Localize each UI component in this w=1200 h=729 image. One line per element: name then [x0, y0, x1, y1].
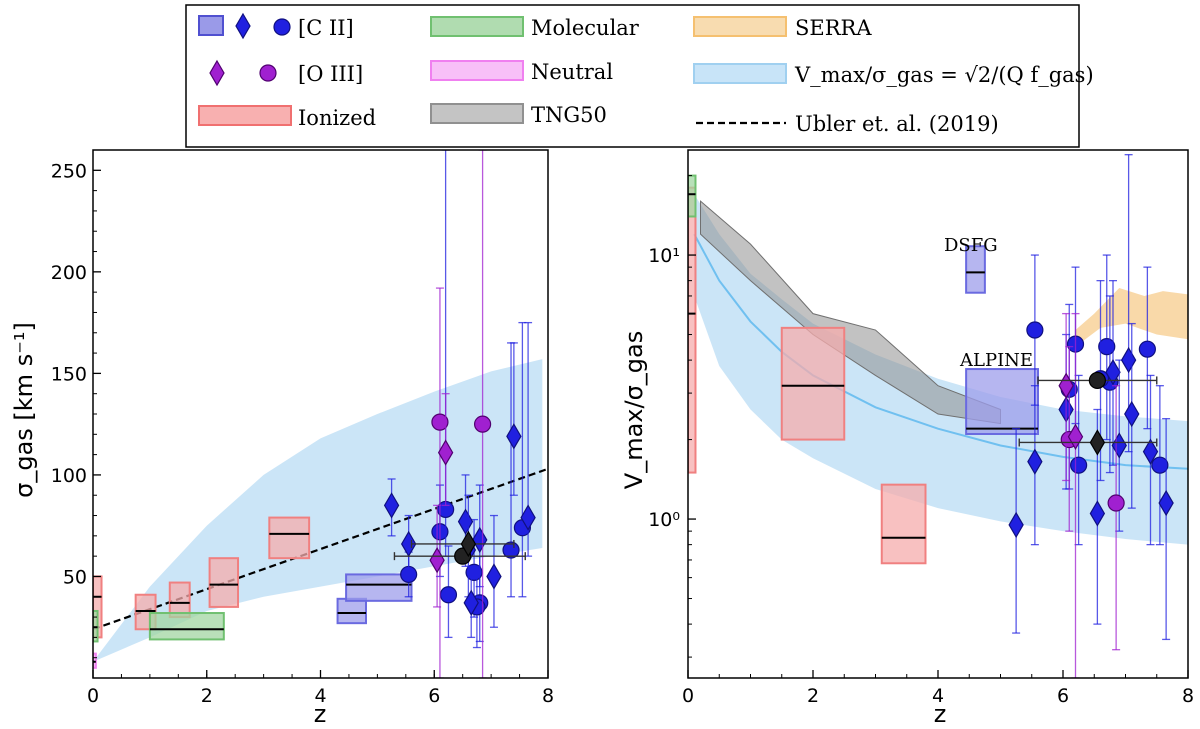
legend-oiii-label: [O III] — [298, 62, 363, 86]
right-panel: 0 2 4 6 8 10⁰ 10¹ — [648, 149, 1194, 707]
legend-frame — [185, 4, 1080, 148]
cii-point — [463, 589, 479, 617]
cii-point — [506, 423, 522, 450]
ionized-box — [880, 483, 927, 565]
cii-point — [1026, 321, 1044, 339]
cii-point — [1138, 340, 1156, 358]
x-tick-label: 8 — [1182, 685, 1194, 707]
legend-oiii-diamond — [209, 59, 225, 87]
cii-point — [1142, 438, 1159, 465]
y-tick-label: 50 — [63, 566, 87, 588]
legend-serra-label: SERRA — [795, 16, 872, 40]
cii-box — [965, 245, 986, 294]
legend-oiii-circle — [259, 64, 277, 82]
legend-neutral-swatch — [430, 60, 524, 81]
legend-molecular-label: Molecular — [531, 16, 640, 40]
x-tick-label: 6 — [428, 685, 440, 707]
legend-cii-label: [C II] — [298, 16, 354, 40]
cii-point — [1098, 338, 1116, 356]
plot-area — [688, 154, 1188, 678]
x-tick-label: 2 — [807, 685, 819, 707]
legend-model-swatch — [693, 63, 787, 84]
model-band — [93, 359, 543, 662]
y-tick-label: 200 — [51, 262, 87, 284]
y-tick-label: 10⁰ — [648, 509, 680, 531]
molecular-box — [688, 174, 697, 218]
ionized-box — [168, 581, 191, 619]
serra-band — [1075, 288, 1188, 347]
ionized-box — [688, 186, 697, 474]
cii-point — [502, 541, 520, 559]
cii-point — [520, 504, 536, 531]
left-xlabel: z — [314, 700, 327, 728]
black-point — [1089, 429, 1106, 456]
legend-cii-circle — [273, 18, 291, 36]
y-tick-label: 250 — [51, 160, 87, 182]
right-xlabel: z — [934, 700, 947, 728]
legend-tng50-label: TNG50 — [531, 103, 607, 127]
cii-point — [1124, 400, 1140, 428]
cii-point — [383, 492, 400, 519]
cii-point — [439, 586, 458, 604]
molecular-box — [148, 612, 225, 641]
legend-ionized-label: Ionized — [298, 106, 376, 130]
legend-molecular-swatch — [430, 16, 524, 37]
oiii-point — [431, 413, 449, 431]
x-tick-label: 4 — [314, 685, 326, 707]
cii-point — [1008, 511, 1024, 539]
dsfg-annotation: DSFG — [944, 235, 998, 256]
cii-point — [472, 526, 488, 554]
legend-model-label: V_max/σ_gas = √2/(Q f_gas) — [794, 63, 1094, 87]
ionized-box — [780, 326, 846, 441]
alpine-annotation: ALPINE — [959, 350, 1033, 371]
legend-neutral-label: Neutral — [531, 60, 613, 84]
black-point — [1088, 371, 1106, 390]
oiii-point — [1058, 372, 1074, 399]
x-tick-label: 2 — [201, 685, 213, 707]
legend: [C II] [O III] Ionized Molecular Neutral… — [185, 4, 1094, 148]
legend-cii-box-swatch — [198, 15, 224, 36]
x-tick-label: 6 — [1057, 685, 1069, 707]
cii-box — [336, 597, 367, 625]
cii-box — [965, 368, 1039, 435]
ionized-box — [208, 557, 240, 608]
neutral-box — [93, 652, 97, 669]
oiii-point — [473, 415, 492, 433]
y-tick-label: 10¹ — [648, 245, 680, 267]
cii-point — [1151, 456, 1169, 474]
left-ylabel: σ_gas [km s⁻¹] — [10, 322, 38, 498]
cii-box — [345, 573, 413, 602]
cii-point — [486, 563, 502, 590]
right-ylabel: V_max/σ_gas — [620, 331, 648, 489]
cii-point — [1105, 359, 1121, 386]
legend-serra-swatch — [693, 16, 787, 37]
cii-point — [457, 508, 474, 535]
x-tick-label: 0 — [682, 685, 694, 707]
cii-point — [1158, 489, 1174, 517]
ionized-box — [268, 516, 311, 560]
oiii-point — [437, 439, 454, 466]
legend-tng50-swatch — [430, 103, 524, 124]
legend-ubler-label: Ubler et. al. (2019) — [795, 112, 999, 136]
cii-point — [1089, 500, 1106, 527]
molecular-box — [93, 609, 99, 643]
legend-cii-diamond — [235, 12, 251, 40]
cii-point — [1120, 346, 1137, 374]
x-tick-label: 0 — [87, 685, 99, 707]
x-tick-label: 8 — [542, 685, 554, 707]
legend-ionized-swatch — [198, 105, 292, 126]
cii-point — [1027, 448, 1043, 475]
plot-area — [93, 150, 548, 678]
black-point — [460, 530, 477, 558]
x-tick-label: 4 — [932, 685, 944, 707]
y-tick-label: 150 — [51, 363, 87, 385]
y-tick-label: 100 — [51, 465, 87, 487]
oiii-point — [1107, 494, 1125, 512]
cii-point — [1070, 456, 1088, 474]
left-panel: 0 2 4 6 8 50 100 150 200 250 — [51, 149, 554, 707]
